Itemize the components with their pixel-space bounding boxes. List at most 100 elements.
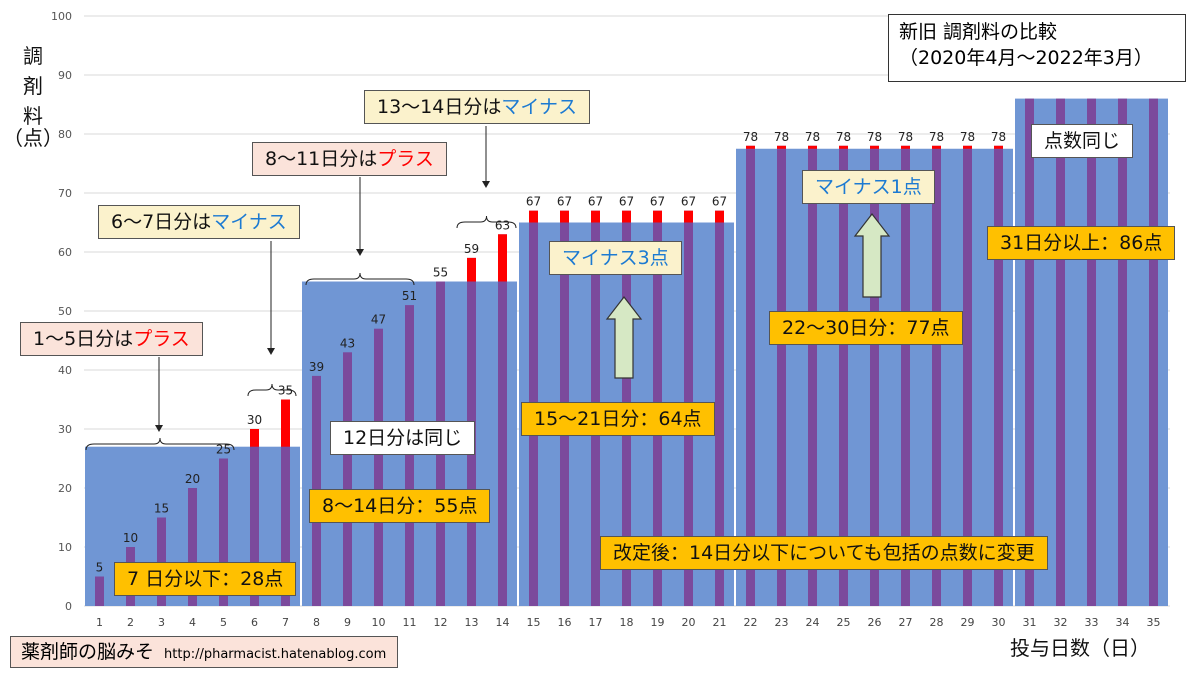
data-label: 78 xyxy=(836,130,851,144)
bar-increase xyxy=(591,210,600,223)
bar xyxy=(95,576,104,606)
annotation-minus-1: マイナス1点 xyxy=(802,170,935,204)
bar-increase xyxy=(746,145,755,149)
bar xyxy=(188,488,197,606)
annotation-same: 点数同じ xyxy=(1031,124,1134,158)
orange-label-revision: 改定後：14日分以下についても包括の点数に変更 xyxy=(600,536,1048,570)
bar-increase xyxy=(808,145,817,149)
bar xyxy=(374,328,383,606)
y-tick-label: 50 xyxy=(58,305,72,318)
x-tick-label: 25 xyxy=(837,616,851,629)
x-tick-label: 28 xyxy=(930,616,944,629)
data-label: 78 xyxy=(960,130,975,144)
bar xyxy=(157,517,166,606)
y-tick-label: 90 xyxy=(58,69,72,82)
data-label: 25 xyxy=(216,443,231,457)
bar-increase xyxy=(653,210,662,223)
y-tick-label: 70 xyxy=(58,187,72,200)
data-label: 78 xyxy=(898,130,913,144)
bar xyxy=(901,145,910,607)
data-label: 78 xyxy=(991,130,1006,144)
bar-increase xyxy=(777,145,786,149)
bar xyxy=(343,352,352,606)
data-label: 67 xyxy=(712,195,727,209)
annotation-text: 6～7日分は xyxy=(111,211,212,233)
bar xyxy=(1118,98,1127,606)
bar-increase xyxy=(870,145,879,149)
annotation-text: 1～5日分は xyxy=(33,328,134,350)
x-tick-label: 18 xyxy=(620,616,634,629)
x-tick-label: 22 xyxy=(744,616,758,629)
bar-increase xyxy=(560,210,569,223)
bar-increase xyxy=(250,429,259,447)
up-arrow-icon xyxy=(605,296,643,379)
x-tick-label: 2 xyxy=(127,616,134,629)
y-tick-label: 80 xyxy=(58,128,72,141)
bar-increase xyxy=(529,210,538,223)
x-tick-label: 20 xyxy=(682,616,696,629)
bar xyxy=(1149,98,1158,606)
chart-title-box: 新旧 調剤料の比較 （2020年4月～2022年3月） xyxy=(888,14,1186,82)
brace-1-5 xyxy=(85,437,235,451)
bar xyxy=(870,145,879,607)
data-label: 20 xyxy=(185,472,200,486)
x-tick-label: 30 xyxy=(992,616,1006,629)
bar-increase xyxy=(839,145,848,149)
brace-8-11 xyxy=(305,272,415,286)
bar xyxy=(405,305,414,606)
x-tick-label: 3 xyxy=(158,616,165,629)
x-tick-label: 24 xyxy=(806,616,820,629)
x-tick-label: 13 xyxy=(465,616,479,629)
orange-label-7-days: 7 日分以下：28点 xyxy=(114,562,297,596)
x-axis-label: 投与日数（日） xyxy=(1010,636,1150,660)
annotation-minus-3: マイナス3点 xyxy=(549,241,682,275)
bar xyxy=(219,458,228,606)
pointer-8-11-head xyxy=(356,249,364,256)
data-label: 78 xyxy=(743,130,758,144)
y-tick-label: 0 xyxy=(65,600,72,613)
pointer-6-7-head xyxy=(267,348,275,355)
data-label: 78 xyxy=(805,130,820,144)
x-tick-label: 32 xyxy=(1054,616,1068,629)
bar xyxy=(994,145,1003,607)
data-label: 39 xyxy=(309,360,324,374)
data-label: 55 xyxy=(433,266,448,280)
data-label: 78 xyxy=(774,130,789,144)
annotation-emphasis: プラス xyxy=(377,148,434,170)
bar-increase xyxy=(467,257,476,282)
chart-title: 新旧 調剤料の比較 xyxy=(899,21,1058,43)
y-tick-label: 20 xyxy=(58,482,72,495)
x-tick-label: 7 xyxy=(282,616,289,629)
bar xyxy=(1025,98,1034,606)
data-label: 67 xyxy=(557,195,572,209)
x-tick-label: 14 xyxy=(496,616,510,629)
annotation-8-11-plus: 8～11日分はプラス xyxy=(252,142,447,176)
data-label: 67 xyxy=(650,195,665,209)
y-axis-label-1: 調 xyxy=(23,44,43,68)
data-label: 15 xyxy=(154,502,169,516)
data-label: 59 xyxy=(464,242,479,256)
brace-13-14 xyxy=(456,215,517,229)
y-axis-label-2: 剤 xyxy=(23,74,43,98)
bar xyxy=(1056,98,1065,606)
x-tick-label: 10 xyxy=(372,616,386,629)
y-tick-label: 100 xyxy=(51,10,72,23)
annotation-emphasis: マイナス xyxy=(211,211,287,233)
data-label: 47 xyxy=(371,313,386,327)
x-tick-label: 11 xyxy=(403,616,417,629)
x-tick-label: 23 xyxy=(775,616,789,629)
x-tick-label: 19 xyxy=(651,616,665,629)
x-tick-label: 8 xyxy=(313,616,320,629)
data-label: 67 xyxy=(588,195,603,209)
bar-increase xyxy=(684,210,693,223)
bar-increase xyxy=(932,145,941,149)
y-axis-label-unit: （点） xyxy=(3,126,63,150)
x-tick-label: 31 xyxy=(1023,616,1037,629)
pointer-13-14-head xyxy=(482,181,490,188)
bar xyxy=(839,145,848,607)
x-tick-label: 1 xyxy=(96,616,103,629)
bar xyxy=(808,145,817,607)
pointer-1-5-head xyxy=(155,425,163,432)
annotation-emphasis: マイナス xyxy=(501,96,577,118)
x-tick-label: 21 xyxy=(713,616,727,629)
